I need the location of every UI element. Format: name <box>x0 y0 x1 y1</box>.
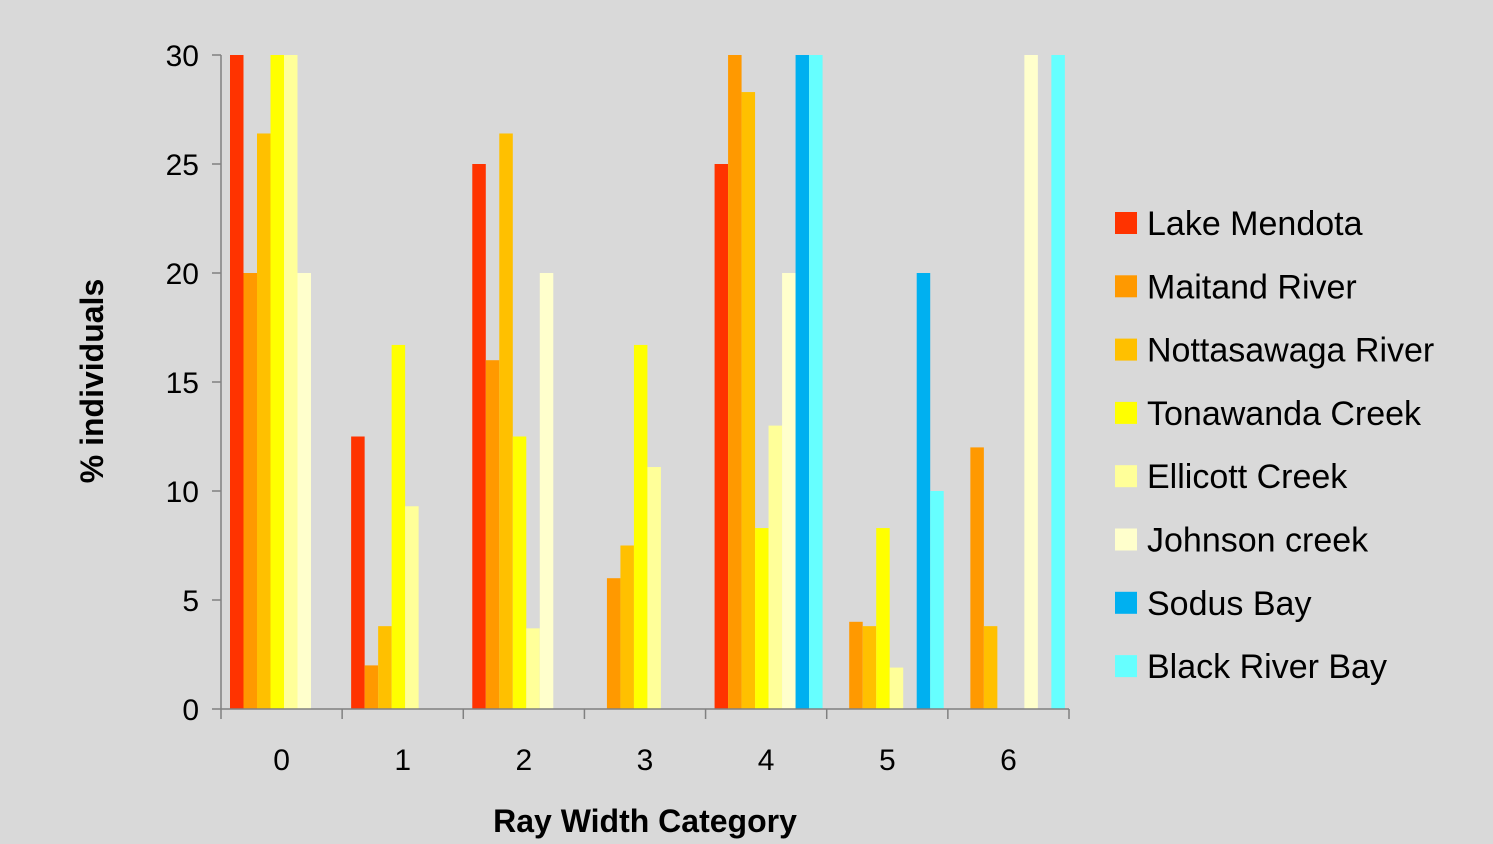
legend-swatch-2 <box>1115 275 1137 298</box>
bar-5-cat-4 <box>768 425 783 709</box>
legend-swatch-7 <box>1115 591 1137 614</box>
legend-swatch-5 <box>1115 465 1137 488</box>
axes-group: 0 5 10 15 20 25 30 0 1 2 3 4 5 6 <box>166 40 1070 777</box>
bar-5-cat-0 <box>284 55 298 709</box>
bar-7-cat-5 <box>916 273 931 709</box>
bar-3-cat-3 <box>620 545 634 709</box>
bar-6-cat-2 <box>539 273 554 709</box>
legend-swatch-4 <box>1115 401 1137 424</box>
legend-label-3: Nottasawaga River <box>1147 332 1434 370</box>
bar-3-cat-6 <box>983 626 998 709</box>
bar-6-cat-0 <box>297 273 311 709</box>
bar-3-cat-1 <box>378 626 392 709</box>
bar-3-cat-0 <box>257 133 271 710</box>
legend-label-1: Lake Mendota <box>1147 205 1363 243</box>
bar-2-cat-3 <box>606 578 621 709</box>
bar-7-cat-4 <box>795 55 810 709</box>
bar-4-cat-4 <box>755 528 769 709</box>
bar-2-cat-0 <box>243 273 257 709</box>
bar-6-cat-6 <box>1024 55 1038 709</box>
bar-5-cat-2 <box>526 628 540 709</box>
bar-2-cat-6 <box>970 447 984 709</box>
bar-3-cat-5 <box>862 626 877 709</box>
bar-2-cat-1 <box>364 665 379 709</box>
bar-4-cat-1 <box>391 344 406 709</box>
bar-1-cat-1 <box>351 436 365 709</box>
bar-5-cat-1 <box>405 506 419 709</box>
x-tick-label: 0 <box>273 744 290 777</box>
x-tick-label: 5 <box>879 744 896 777</box>
x-tick-label: 2 <box>516 744 533 777</box>
y-tick-label: 10 <box>166 476 199 509</box>
bar-2-cat-2 <box>485 360 500 709</box>
x-tick-label: 4 <box>758 744 775 777</box>
bar-4-cat-5 <box>876 528 890 709</box>
legend-swatch-3 <box>1115 338 1137 361</box>
legend-label-5: Ellicott Creek <box>1147 458 1348 496</box>
bar-1-cat-4 <box>714 164 729 709</box>
bar-8-cat-5 <box>930 491 944 709</box>
bar-8-cat-4 <box>809 55 823 709</box>
bar-3-cat-2 <box>499 133 513 710</box>
bar-4-cat-2 <box>512 436 527 709</box>
y-axis-title: % individuals <box>74 279 110 483</box>
legend-swatch-1 <box>1115 212 1137 234</box>
y-tick-label: 0 <box>182 694 199 727</box>
x-axis-title: Ray Width Category <box>493 803 797 839</box>
legend-label-6: Johnson creek <box>1147 522 1369 560</box>
x-tick-label: 1 <box>394 744 411 777</box>
legend-swatch-6 <box>1115 528 1137 551</box>
y-tick-label: 25 <box>166 149 199 182</box>
bar-2-cat-4 <box>728 55 742 709</box>
legend-swatch-8 <box>1115 655 1137 678</box>
bar-6-cat-4 <box>782 273 796 709</box>
y-tick-label: 30 <box>166 40 199 73</box>
bar-1-cat-0 <box>230 55 244 709</box>
bar-1-cat-2 <box>472 164 486 709</box>
y-tick-label: 15 <box>166 367 199 400</box>
bar-4-cat-0 <box>270 55 284 709</box>
bar-3-cat-4 <box>741 92 756 709</box>
legend-label-2: Maitand River <box>1147 268 1357 306</box>
bar-5-cat-5 <box>889 667 904 709</box>
legend-label-4: Tonawanda Creek <box>1147 395 1422 433</box>
y-tick-label: 5 <box>182 585 199 618</box>
bar-8-cat-6 <box>1051 55 1065 709</box>
bar-2-cat-5 <box>849 621 863 709</box>
bars-group <box>230 55 1065 710</box>
y-tick-label: 20 <box>166 258 199 291</box>
legend-label-7: Sodus Bay <box>1147 585 1311 623</box>
legend: Lake Mendota Maitand River Nottasawaga Riv… <box>1115 205 1434 686</box>
x-tick-label: 3 <box>637 744 654 777</box>
bar-4-cat-3 <box>633 344 648 709</box>
legend-label-8: Black River Bay <box>1147 648 1387 686</box>
bar-5-cat-3 <box>647 467 661 709</box>
x-tick-label: 6 <box>1000 744 1017 777</box>
